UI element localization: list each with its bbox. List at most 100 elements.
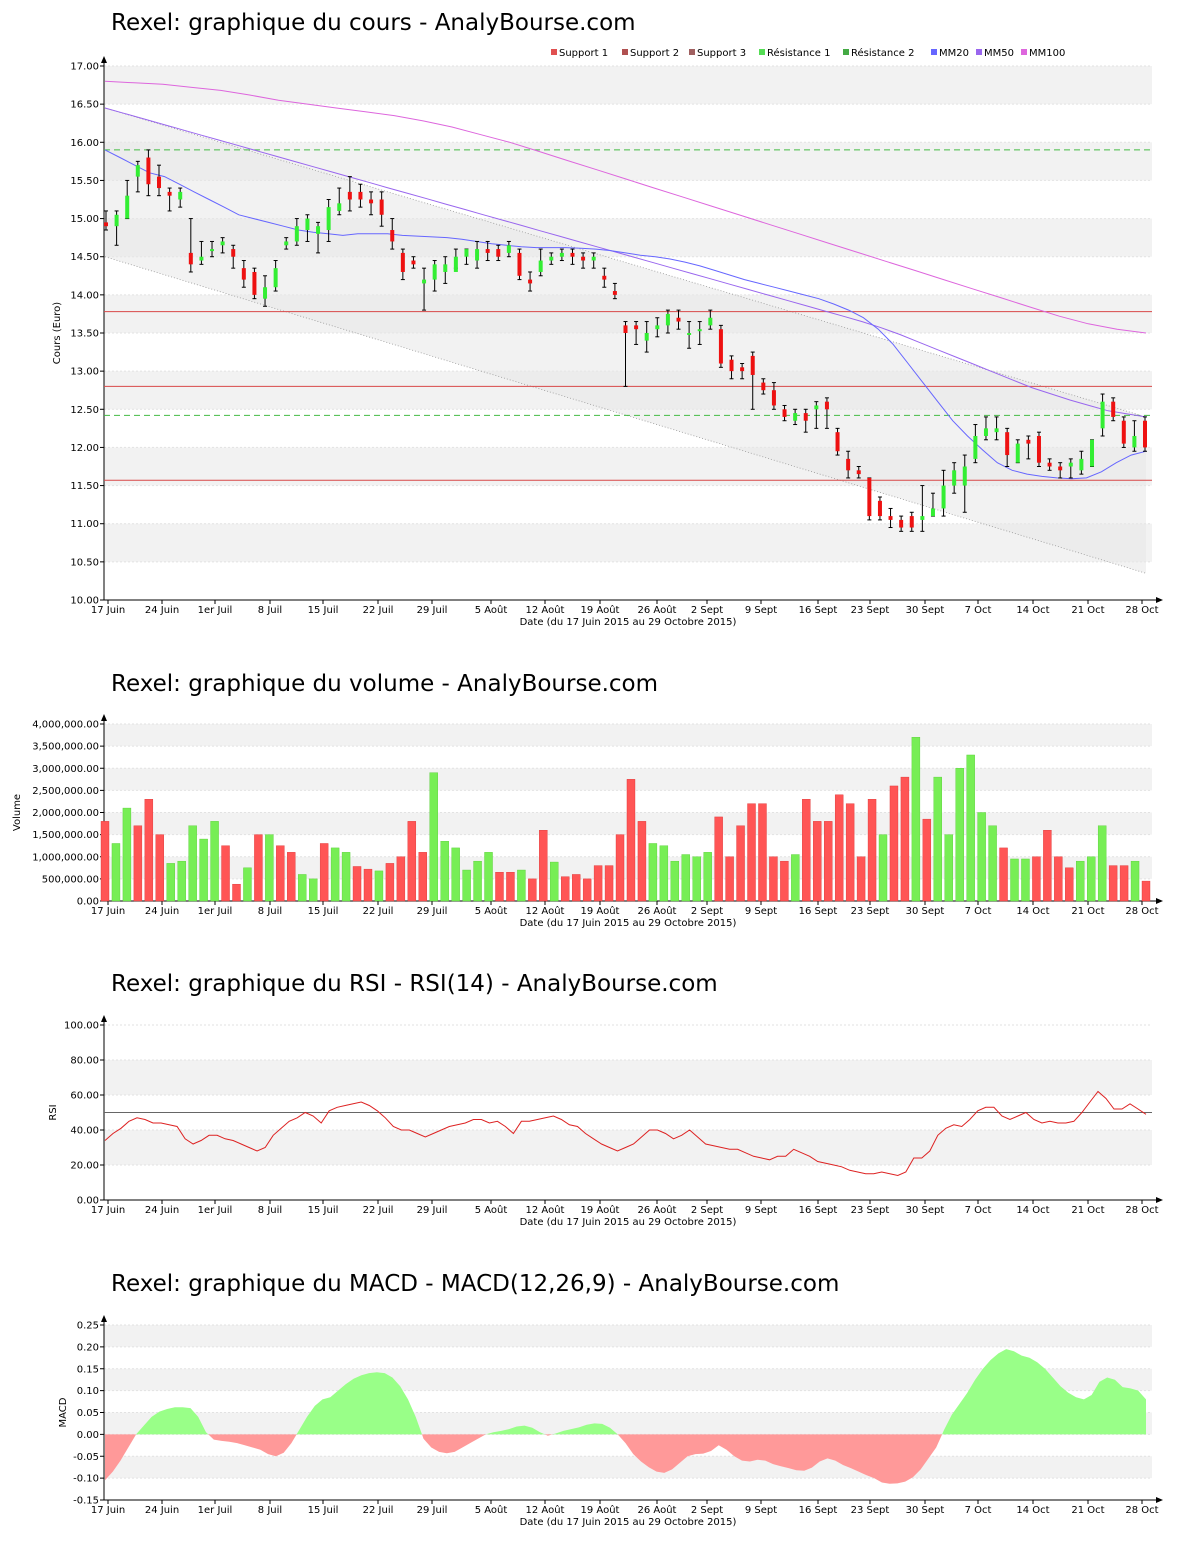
candle-body bbox=[782, 409, 787, 417]
volume-bar bbox=[330, 847, 340, 902]
candle-body bbox=[432, 264, 437, 280]
candle-body bbox=[581, 256, 586, 261]
x-tick-label: 5 Août bbox=[475, 1504, 508, 1516]
x-tick-label: 15 Juil bbox=[308, 906, 339, 917]
y-tick-label: 40.00 bbox=[70, 1126, 99, 1137]
x-tick-label: 21 Oct bbox=[1071, 906, 1104, 917]
candle-body bbox=[570, 252, 575, 257]
y-tick-label: 60.00 bbox=[70, 1091, 99, 1102]
candle-body bbox=[453, 256, 458, 272]
macd-positive-area bbox=[942, 1349, 1146, 1435]
volume-bar bbox=[298, 874, 307, 902]
volume-bar bbox=[265, 834, 274, 902]
y-tick-label: 11.00 bbox=[70, 519, 99, 530]
y-tick-label: 16.00 bbox=[70, 138, 99, 149]
x-tick-label: 2 Sept bbox=[691, 605, 723, 616]
x-tick-label: 9 Sept bbox=[745, 1205, 777, 1216]
grid-band bbox=[104, 1060, 1152, 1095]
x-tick-label: 21 Oct bbox=[1071, 1205, 1104, 1216]
candle-body bbox=[1058, 466, 1063, 471]
candle-body bbox=[824, 401, 829, 410]
candle-body bbox=[846, 458, 851, 471]
volume-bar bbox=[604, 865, 614, 902]
x-axis-arrow bbox=[1156, 898, 1163, 904]
legend-swatch bbox=[843, 49, 849, 55]
candle-body bbox=[1143, 420, 1147, 448]
candle-body bbox=[973, 435, 978, 459]
x-tick-label: 24 Juin bbox=[145, 906, 179, 917]
x-tick-label: 8 Juil bbox=[258, 906, 282, 917]
x-tick-label: 30 Sept bbox=[906, 1505, 945, 1516]
grid-band bbox=[104, 66, 1152, 105]
y-axis-label: Volume bbox=[12, 794, 23, 831]
candle-body bbox=[210, 249, 215, 252]
y-axis-arrow bbox=[101, 56, 107, 63]
volume-bar bbox=[440, 841, 449, 902]
x-tick-label: 5 Août bbox=[475, 905, 508, 917]
volume-bar bbox=[977, 812, 986, 902]
volume-bar bbox=[802, 799, 811, 902]
y-tick-label: 12.00 bbox=[70, 443, 99, 454]
candle-body bbox=[231, 249, 236, 257]
candle-body bbox=[347, 191, 352, 200]
x-tick-label: 8 Juil bbox=[258, 1205, 282, 1216]
y-tick-label: 14.50 bbox=[70, 252, 99, 263]
volume-bar bbox=[473, 860, 482, 902]
volume-bar bbox=[561, 876, 570, 902]
volume-bar bbox=[769, 856, 778, 902]
candle-body bbox=[676, 317, 681, 322]
candle-body bbox=[475, 249, 480, 261]
x-tick-label: 12 Août bbox=[526, 905, 565, 917]
candle-body bbox=[877, 500, 882, 517]
candle-body bbox=[655, 325, 660, 330]
candle-body bbox=[740, 367, 745, 372]
candle-body bbox=[1068, 462, 1073, 467]
macd-chart: -0.15 -0.10 -0.05 0.00 0.05 0.10 0.15 0.20 0.25 1… bbox=[58, 1315, 1163, 1528]
candle-body bbox=[665, 313, 670, 326]
candle-body bbox=[443, 264, 448, 272]
y-tick-label: 0.25 bbox=[77, 1321, 99, 1332]
x-tick-label: 16 Sept bbox=[799, 1205, 838, 1216]
candle-body bbox=[718, 329, 723, 364]
legend-label: Support 2 bbox=[630, 48, 679, 59]
volume-bar bbox=[396, 856, 406, 902]
x-tick-label: 19 Août bbox=[581, 604, 620, 616]
candle-body bbox=[305, 218, 310, 231]
price-chart: 10.00 10.50 11.00 11.50 12.00 12.50 13.00 13.50… bbox=[52, 47, 1163, 628]
candle-body bbox=[538, 260, 543, 272]
volume-bar bbox=[758, 803, 767, 902]
x-tick-label: 30 Sept bbox=[906, 906, 945, 917]
candle-body bbox=[888, 516, 893, 520]
volume-bar bbox=[791, 854, 800, 902]
macd-negative-area bbox=[105, 1434, 137, 1481]
candle-body bbox=[114, 214, 119, 227]
candle-body bbox=[1015, 443, 1020, 463]
x-tick-label: 9 Sept bbox=[745, 605, 777, 616]
y-tick-label: 10.50 bbox=[70, 557, 99, 568]
x-axis-arrow bbox=[1156, 597, 1163, 603]
y-axis-arrow bbox=[101, 1015, 107, 1022]
legend-swatch bbox=[689, 49, 695, 55]
x-tick-label: 16 Sept bbox=[799, 1505, 838, 1516]
volume-bar bbox=[243, 867, 252, 902]
grid-band bbox=[104, 1130, 1152, 1165]
candle-body bbox=[146, 157, 151, 185]
x-tick-label: 21 Oct bbox=[1071, 605, 1104, 616]
y-tick-label: 15.50 bbox=[70, 176, 99, 187]
y-tick-label: 10.00 bbox=[70, 596, 99, 607]
candle-body bbox=[697, 329, 702, 332]
x-tick-label: 14 Oct bbox=[1016, 1205, 1049, 1216]
y-tick-label: 500,000.00 bbox=[42, 874, 99, 885]
volume-bar bbox=[933, 776, 942, 902]
candle-body bbox=[909, 516, 914, 528]
x-tick-label: 7 Oct bbox=[965, 906, 992, 917]
x-tick-label: 12 Août bbox=[526, 1204, 565, 1216]
volume-bar bbox=[813, 821, 822, 902]
candle-body bbox=[273, 268, 278, 288]
candle-body bbox=[157, 176, 162, 189]
candle-body bbox=[771, 390, 776, 406]
x-tick-label: 23 Sept bbox=[851, 1505, 890, 1516]
y-tick-label: 14.00 bbox=[70, 290, 99, 301]
volume-chart: 0.00 500,000.00 1,000,000.00 1,500,000.00 2,… bbox=[12, 714, 1163, 929]
candle-body bbox=[835, 432, 840, 452]
